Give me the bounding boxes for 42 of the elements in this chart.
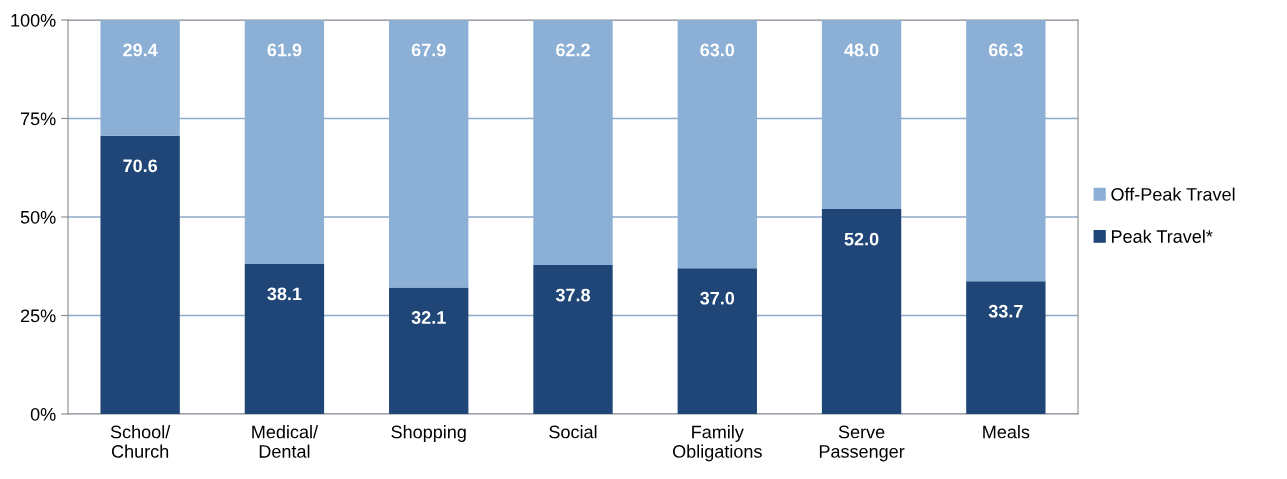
bar — [821, 209, 902, 414]
y-tick-label: 100% — [11, 13, 56, 27]
x-tick-label: Meals — [983, 425, 1030, 439]
bar — [244, 20, 325, 264]
x-tick-label: Family Obligations — [672, 425, 762, 462]
data-label: 62.2 — [556, 43, 590, 57]
bar — [244, 263, 325, 414]
bar — [966, 20, 1046, 282]
bar — [821, 20, 902, 210]
data-label: 66.3 — [988, 43, 1023, 57]
legend-label: Off-Peak Travel — [1111, 187, 1235, 201]
bar — [389, 287, 469, 414]
data-label: 61.9 — [267, 43, 302, 57]
x-tick-label: Social — [549, 425, 597, 439]
y-tick-label: 50% — [20, 210, 56, 224]
data-label: 38.1 — [267, 287, 302, 301]
y-tick-label: 75% — [20, 112, 56, 126]
bar — [533, 20, 613, 266]
data-label: 70.6 — [123, 159, 158, 173]
data-label: 48.0 — [844, 43, 879, 57]
bar — [533, 265, 613, 414]
x-tick-label: Shopping — [391, 425, 466, 442]
data-label: 63.0 — [700, 43, 735, 57]
data-label: 67.9 — [411, 43, 446, 57]
data-label: 33.7 — [988, 304, 1023, 318]
bar — [100, 20, 180, 136]
x-tick-label: Medical/ Dental — [252, 425, 319, 458]
data-label: 37.0 — [700, 291, 735, 305]
x-tick-label: Serve Passenger — [819, 425, 905, 462]
data-label: 37.8 — [555, 288, 591, 302]
data-label: 29.4 — [123, 43, 158, 57]
y-tick-label: 0% — [30, 407, 56, 421]
bar — [966, 281, 1046, 414]
bar — [100, 135, 180, 414]
bar — [389, 20, 469, 288]
data-label: 32.1 — [411, 311, 446, 324]
data-label: 52.0 — [844, 232, 879, 246]
y-tick-label: 25% — [20, 309, 56, 323]
bar — [677, 268, 757, 414]
bar — [677, 20, 757, 269]
x-tick-label: School/ Church — [110, 425, 171, 458]
legend-label: Peak Travel* — [1111, 229, 1213, 243]
